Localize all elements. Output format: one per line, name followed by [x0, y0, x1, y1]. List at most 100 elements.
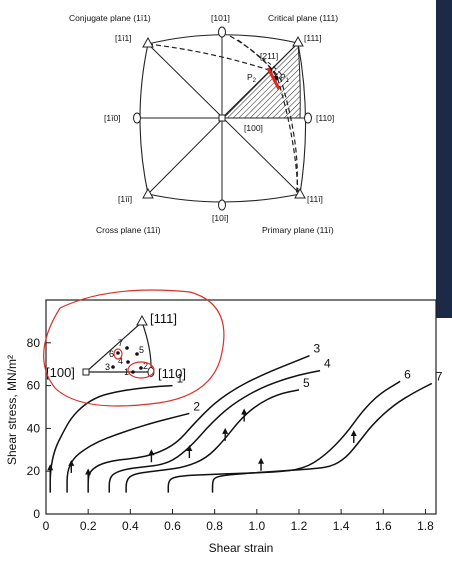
inset-point-5	[135, 352, 139, 356]
plot-frame	[45, 299, 437, 515]
x-tick-label: 0	[43, 519, 50, 533]
y-ticks: 0 20 40 60 80	[27, 336, 51, 521]
y-axis-label: Shear stress, MN/m²	[5, 355, 19, 465]
y-tick-label: 60	[27, 379, 41, 393]
inset-point-label-6: 6	[109, 349, 114, 359]
inset-point-2	[139, 366, 143, 370]
label-dir-1m1m1: [1īī]	[118, 194, 132, 204]
inset-marker-111	[136, 314, 148, 326]
x-ticks: 0 0.2 0.4 0.6 0.8 1.0 1.2 1.4 1.6 1.8	[43, 509, 434, 533]
marker-101	[218, 26, 226, 38]
curve-7	[211, 382, 433, 493]
label-dir-110: [110]	[316, 113, 334, 123]
strain-arrow-head	[186, 444, 193, 451]
label-critical-plane: Critical plane (111)	[268, 13, 338, 23]
inset-point-label-4: 4	[118, 356, 123, 366]
marker-100	[218, 114, 226, 122]
label-conjugate-plane: Conjugate plane (1ī1)	[69, 13, 151, 23]
x-tick-label: 0.2	[80, 519, 97, 533]
strain-arrow-head	[241, 408, 248, 415]
inset-points: 76 5 43 2 1	[105, 338, 148, 377]
inset-point-label-7: 7	[118, 338, 123, 348]
label-p2: P2	[247, 72, 257, 84]
inset-label-111: [111]	[150, 311, 177, 326]
curve-label-4: 4	[324, 357, 331, 371]
strain-arrow-head	[85, 468, 92, 475]
marker-111	[292, 35, 304, 47]
curve-label-3: 3	[314, 342, 321, 356]
label-cross-plane: Cross plane (11ī)	[96, 225, 161, 235]
strain-arrow-head	[148, 449, 155, 456]
strain-arrow-head	[222, 427, 229, 434]
label-dir-11m1: [11ī]	[307, 194, 323, 204]
curve-label-5: 5	[303, 376, 310, 390]
label-dir-101: [101]	[211, 13, 230, 23]
inset-point-3	[111, 365, 115, 369]
arrows	[47, 408, 357, 482]
y-tick-label: 20	[27, 464, 41, 478]
label-dir-10m1: [10ī]	[212, 213, 229, 223]
inset-label-100: [100]	[46, 365, 75, 380]
curve-2	[66, 412, 190, 493]
stereogram: Conjugate plane (1ī1) Critical plane (11…	[69, 13, 338, 235]
x-tick-label: 1.6	[375, 519, 392, 533]
x-tick-label: 0.8	[206, 519, 223, 533]
inset-triangle: [111] [100] [110] 76 5 43 2 1	[46, 311, 186, 381]
y-tick-label: 40	[27, 421, 41, 435]
curve-1	[49, 384, 173, 493]
x-tick-label: 0.4	[122, 519, 139, 533]
inset-marker-100	[82, 368, 90, 376]
strain-arrow-head	[258, 457, 265, 464]
label-p1: P1	[280, 72, 290, 84]
strain-arrow-head	[47, 464, 54, 471]
x-tick-label: 1.0	[248, 519, 265, 533]
marker-1m10	[133, 112, 141, 124]
inset-point-6	[116, 351, 120, 355]
curve-label-7: 7	[436, 369, 443, 383]
y-tick-label: 0	[33, 507, 40, 521]
label-dir-100: [100]	[244, 123, 263, 133]
x-tick-label: 0.6	[164, 519, 181, 533]
y-tick-label: 80	[27, 336, 41, 350]
curve-5	[125, 389, 300, 493]
marker-11m1	[294, 187, 306, 199]
x-axis-label: Shear strain	[209, 541, 274, 555]
label-primary-plane: Primary plane (11ī)	[262, 225, 334, 235]
marker-10m1	[218, 199, 226, 211]
red-circle-point-6	[113, 348, 123, 360]
stereo-dashed-trace-1	[147, 43, 276, 73]
marker-110	[304, 112, 312, 124]
red-circle-inset	[43, 289, 225, 407]
x-tick-label: 1.8	[417, 519, 434, 533]
stereo-dashed-trace-4	[261, 57, 284, 77]
curve-6	[167, 380, 401, 493]
curve-4	[108, 369, 321, 493]
inset-point-label-3: 3	[105, 362, 110, 372]
x-tick-label: 1.2	[291, 519, 308, 533]
label-dir-211: [211]	[260, 51, 278, 61]
label-dir-1m10: [1ī0]	[104, 113, 121, 123]
strain-arrow-head	[68, 459, 75, 466]
label-dir-111: [111]	[304, 33, 322, 43]
inset-point-7	[125, 346, 129, 350]
inset-point-label-1: 1	[124, 367, 129, 377]
red-annotations	[43, 289, 225, 407]
stereo-dashed-trace-3	[237, 39, 298, 199]
side-panel	[436, 0, 452, 318]
x-tick-label: 1.4	[333, 519, 350, 533]
inset-point-label-2: 2	[143, 361, 148, 371]
inset-label-110: [110]	[158, 366, 186, 381]
marker-1m11	[142, 36, 154, 48]
inset-point-label-5: 5	[139, 345, 144, 355]
p1-red-trace	[266, 67, 281, 90]
inset-point-1	[131, 370, 135, 374]
red-circle-points-1-2	[127, 361, 155, 379]
strain-arrow-head	[350, 429, 357, 436]
stress-strain-chart: 0 0.2 0.4 0.6 0.8 1.0 1.2 1.4 1.6 1.8 0 20 40 60 80 1…	[5, 289, 443, 555]
curve-label-6: 6	[404, 367, 411, 381]
marker-1m1m1	[142, 187, 154, 199]
curve-label-2: 2	[193, 399, 200, 413]
curve-label-1: 1	[176, 372, 183, 386]
